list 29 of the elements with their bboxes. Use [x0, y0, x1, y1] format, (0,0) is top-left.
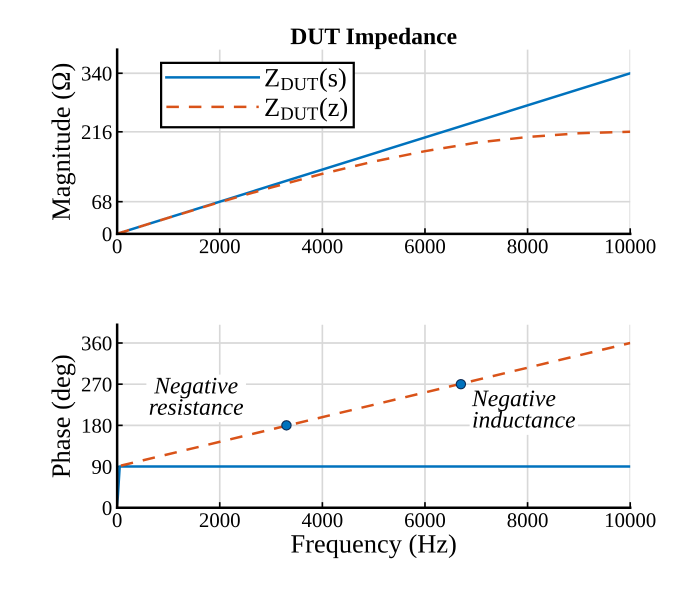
x-tick-label: 6000 — [405, 239, 446, 254]
chart-title: DUT Impedance — [290, 28, 456, 50]
y-tick-label: 0 — [102, 501, 112, 516]
x-tick-label: 10000 — [606, 513, 656, 528]
annotation: Negative inductance — [472, 390, 576, 428]
x-tick-label: 4000 — [302, 513, 342, 528]
y-axis-title: Phase (deg) — [51, 355, 76, 478]
x-tick-label: 4000 — [302, 239, 342, 254]
annotation: Negative resistance — [150, 378, 244, 416]
y-tick-label: 216 — [82, 125, 112, 140]
y-tick-label: 360 — [82, 336, 112, 350]
x-tick-label: 8000 — [508, 239, 548, 254]
y-tick-label: 180 — [82, 418, 112, 433]
x-axis-title: Frequency (Hz) — [291, 534, 456, 558]
y-tick-label: 340 — [82, 66, 112, 81]
y-tick-label: 68 — [92, 195, 112, 210]
x-tick-label: 2000 — [200, 513, 240, 528]
y-tick-label: 270 — [82, 378, 112, 392]
x-tick-label: 6000 — [405, 513, 446, 528]
x-tick-label: 0 — [112, 239, 122, 254]
x-tick-label: 0 — [112, 513, 122, 528]
x-tick-label: 8000 — [508, 513, 548, 528]
legend-label: Z$_{DUT}$(z) — [265, 98, 348, 122]
x-tick-label: 10000 — [606, 239, 656, 254]
legend-label: Z$_{DUT}$(s) — [265, 68, 346, 92]
y-axis-title: Magnitude (Ω) — [51, 64, 76, 220]
y-tick-label: 0 — [102, 227, 112, 242]
x-tick-label: 2000 — [200, 239, 240, 254]
y-tick-label: 90 — [92, 460, 112, 474]
